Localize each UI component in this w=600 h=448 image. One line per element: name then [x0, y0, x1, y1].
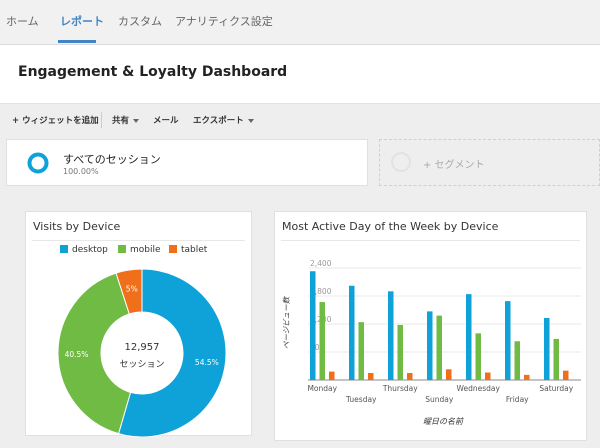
- y-tick-label: 600: [310, 343, 325, 352]
- legend-swatch: [60, 245, 68, 253]
- x-tick-label: Thursday: [382, 384, 418, 393]
- legend-label: mobile: [130, 245, 161, 255]
- x-axis-label: 曜日の名前: [423, 417, 464, 426]
- pie-slice-mobile: [57, 272, 132, 435]
- email-button[interactable]: メール: [153, 116, 179, 126]
- legend-swatch: [169, 245, 177, 253]
- bar-mobile: [475, 333, 481, 380]
- bar-desktop: [310, 271, 316, 380]
- tab-reports[interactable]: レポート: [60, 15, 104, 28]
- bar-desktop: [505, 301, 511, 380]
- add-segment-label: + セグメント: [423, 160, 485, 171]
- bar-mobile: [397, 324, 403, 380]
- x-tick-label: Friday: [506, 395, 529, 404]
- bar-desktop: [427, 311, 433, 380]
- export-button[interactable]: エクスポート: [193, 114, 254, 126]
- pie-slice-desktop: [117, 268, 227, 437]
- tab-analytics-settings[interactable]: アナリティクス設定: [175, 15, 273, 28]
- segment-percent: 100.00%: [63, 167, 99, 176]
- bar-tablet: [407, 373, 413, 380]
- widget-divider: [32, 240, 245, 241]
- x-tick-label: Wednesday: [457, 384, 501, 393]
- top-nav: ホーム レポート カスタム アナリティクス設定: [0, 0, 600, 45]
- x-tick-label: Sunday: [425, 395, 454, 404]
- bar-desktop: [466, 294, 472, 380]
- bar-mobile: [358, 322, 364, 380]
- chevron-down-icon: [247, 118, 254, 123]
- bar-desktop: [544, 317, 550, 380]
- pie-slice-tablet: [115, 268, 143, 315]
- bar-tablet: [485, 372, 491, 380]
- widget-divider: [281, 240, 580, 241]
- share-button[interactable]: 共有: [112, 114, 140, 126]
- segment-all-sessions[interactable]: すべてのセッション 100.00%: [6, 139, 368, 186]
- x-tick-label: Tuesday: [345, 395, 377, 404]
- slice-label: 5%: [126, 284, 138, 293]
- donut-center-label: セッション: [119, 359, 164, 370]
- segment-ring-icon: [27, 152, 49, 174]
- page-title: Engagement & Loyalty Dashboard: [18, 64, 288, 80]
- x-tick-label: Saturday: [539, 384, 573, 393]
- slice-label: 54.5%: [195, 358, 219, 367]
- share-label: 共有: [112, 116, 130, 126]
- widget-title: Visits by Device: [33, 220, 121, 233]
- bar-mobile: [436, 315, 442, 380]
- tab-custom[interactable]: カスタム: [118, 15, 162, 28]
- legend-swatch: [118, 245, 126, 253]
- toolbar: + ウィジェットを追加 共有 メール エクスポート: [0, 106, 600, 132]
- bar-mobile: [319, 302, 325, 380]
- y-tick-label: 1,800: [310, 287, 332, 296]
- bar-mobile: [514, 341, 520, 380]
- dashboard-header: Engagement & Loyalty Dashboard: [0, 45, 600, 104]
- bar-tablet: [446, 369, 452, 380]
- legend-label: tablet: [181, 245, 208, 255]
- toolbar-divider: [101, 112, 102, 128]
- chevron-down-icon: [133, 118, 140, 123]
- bar-desktop: [349, 285, 355, 380]
- y-tick-label: 2,400: [310, 259, 332, 268]
- bar-tablet: [524, 374, 530, 380]
- add-widget-button[interactable]: + ウィジェットを追加: [12, 116, 99, 126]
- export-label: エクスポート: [193, 116, 244, 126]
- bar-desktop: [388, 291, 394, 380]
- bar-mobile: [553, 338, 559, 380]
- legend-desktop: desktop: [60, 245, 108, 255]
- active-tab-indicator: [58, 40, 96, 43]
- add-segment-button[interactable]: + セグメント: [379, 139, 600, 186]
- widget-title: Most Active Day of the Week by Device: [282, 220, 499, 233]
- segment-name: すべてのセッション: [63, 153, 161, 166]
- bar-tablet: [563, 370, 569, 380]
- tab-home[interactable]: ホーム: [6, 15, 39, 28]
- slice-label: 40.5%: [65, 350, 89, 359]
- legend-mobile: mobile: [118, 245, 161, 255]
- legend-tablet: tablet: [169, 245, 207, 255]
- empty-segment-ring-icon: [391, 152, 411, 172]
- bar-tablet: [368, 373, 374, 380]
- legend-label: desktop: [72, 245, 108, 255]
- donut-chart: 54.5% 40.5% 5% 12,957 セッション: [57, 268, 227, 437]
- donut-center-value: 12,957: [125, 342, 160, 353]
- y-axis-label: ページビュー数: [282, 295, 291, 349]
- x-tick-label: Monday: [307, 384, 337, 393]
- bar-chart: 6001,2001,8002,400MondayTuesdayThursdayS…: [282, 259, 581, 426]
- visits-by-device-widget: Visits by Device desktop mobile tablet 5…: [25, 211, 252, 437]
- bar-tablet: [329, 371, 335, 380]
- most-active-day-widget: Most Active Day of the Week by Device 60…: [274, 211, 587, 441]
